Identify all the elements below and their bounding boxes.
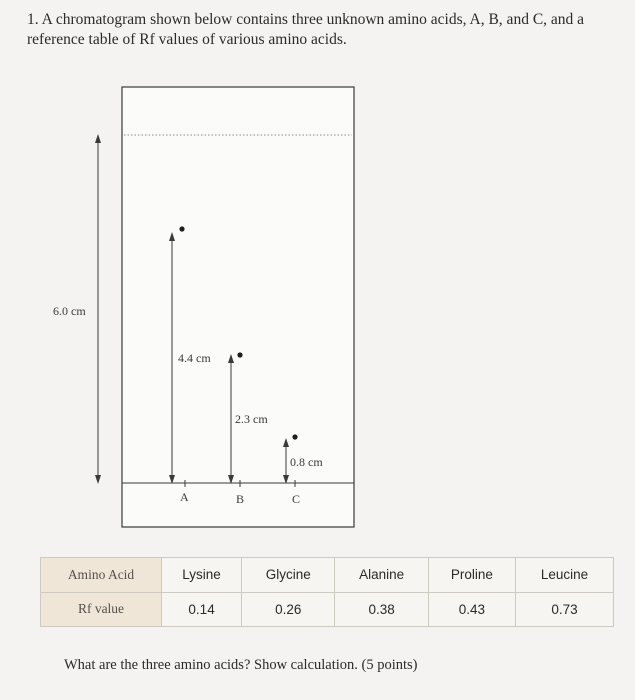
lane-label-a: A — [180, 490, 189, 504]
question-prompt: What are the three amino acids? Show cal… — [64, 657, 418, 673]
distance-label-a: 4.4 cm — [178, 351, 211, 365]
distance-arrow-b — [228, 354, 234, 484]
distance-arrow-c — [283, 438, 289, 484]
table-cell-rf-value: 0.38 — [334, 591, 429, 627]
distance-arrow-a — [169, 232, 175, 484]
spot-a — [179, 226, 185, 232]
table-header-rf-value: Rf value — [40, 591, 162, 627]
distance-label-c: 0.8 cm — [290, 455, 323, 469]
spot-b — [237, 352, 243, 358]
spot-c — [292, 434, 298, 440]
table-row-rf-value: Rf value 0.14 0.26 0.38 0.43 0.73 — [40, 591, 614, 627]
table-cell-amino-acid: Alanine — [334, 557, 429, 593]
table-cell-rf-value: 0.43 — [427, 591, 517, 627]
table-cell-rf-value: 0.26 — [241, 591, 336, 627]
chromatogram-figure — [95, 86, 355, 528]
table-row-amino-acid: Amino Acid Lysine Glycine Alanine Prolin… — [40, 557, 614, 593]
table-cell-amino-acid: Leucine — [515, 557, 614, 593]
table-cell-amino-acid: Proline — [427, 557, 517, 593]
lane-label-b: B — [236, 492, 245, 506]
distance-label-b: 2.3 cm — [235, 412, 268, 426]
rf-reference-table: Amino Acid Lysine Glycine Alanine Prolin… — [40, 557, 614, 627]
question-text: 1. A chromatogram shown below contains t… — [27, 11, 585, 48]
chromatography-plate — [121, 86, 355, 528]
table-header-amino-acid: Amino Acid — [40, 557, 162, 593]
solvent-distance-label: 6.0 cm — [53, 304, 86, 318]
solvent-distance-arrow — [95, 134, 101, 484]
table-cell-rf-value: 0.73 — [515, 591, 614, 627]
lane-label-c: C — [292, 492, 301, 506]
table-cell-rf-value: 0.14 — [160, 591, 243, 627]
table-cell-amino-acid: Lysine — [160, 557, 243, 593]
table-cell-amino-acid: Glycine — [241, 557, 336, 593]
